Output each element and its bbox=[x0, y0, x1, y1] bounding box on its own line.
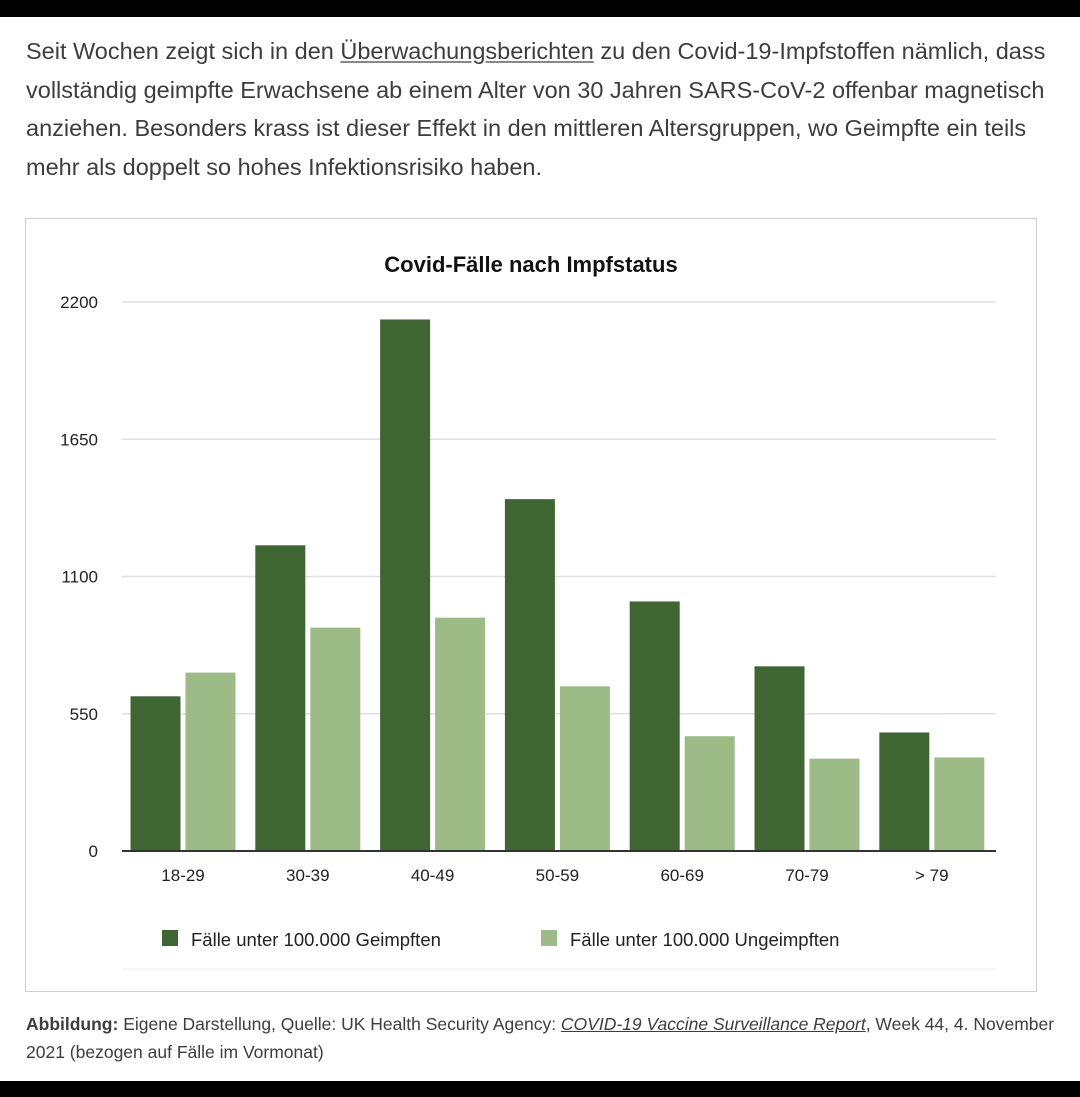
y-tick-label: 1650 bbox=[60, 430, 98, 449]
x-tick-label: 70-79 bbox=[785, 866, 828, 885]
bar-unvaccinated bbox=[559, 686, 610, 851]
x-tick-label: 60-69 bbox=[660, 866, 703, 885]
x-tick-label: 50-59 bbox=[536, 866, 579, 885]
x-tick-label: > 79 bbox=[915, 866, 949, 885]
legend-label-vaccinated: Fälle unter 100.000 Geimpften bbox=[191, 929, 441, 950]
chart-title: Covid-Fälle nach Impfstatus bbox=[384, 252, 677, 277]
bar-vaccinated bbox=[130, 696, 181, 851]
bar-unvaccinated bbox=[934, 757, 985, 851]
bar-vaccinated bbox=[255, 545, 306, 851]
chart-figure: Covid-Fälle nach Impfstatus 0 550 1100 1650 2… bbox=[25, 218, 1037, 992]
article-text-before: Seit Wochen zeigt sich in den bbox=[26, 38, 341, 64]
y-tick-label: 0 bbox=[89, 842, 98, 861]
y-tick-label: 1100 bbox=[61, 568, 98, 587]
figure-caption: Abbildung: Eigene Darstellung, Quelle: U… bbox=[26, 1010, 1056, 1066]
bar-vaccinated bbox=[629, 601, 680, 851]
caption-label: Abbildung: bbox=[26, 1014, 119, 1034]
y-tick-label: 550 bbox=[70, 705, 98, 724]
bar-unvaccinated bbox=[684, 736, 735, 851]
bar-vaccinated bbox=[380, 319, 431, 851]
top-black-bar bbox=[0, 0, 1080, 17]
legend-swatch-vaccinated bbox=[162, 930, 178, 946]
legend-label-unvaccinated: Fälle unter 100.000 Ungeimpften bbox=[570, 929, 839, 950]
caption-text-2: , Week 44, 4. November 2021 (bezogen auf… bbox=[26, 1014, 1055, 1062]
caption-text-1: Eigene Darstellung, Quelle: UK Health Se… bbox=[118, 1014, 561, 1034]
article-paragraph: Seit Wochen zeigt sich in den Überwachun… bbox=[26, 32, 1056, 186]
bar-vaccinated bbox=[504, 499, 555, 851]
bar-vaccinated bbox=[879, 732, 930, 851]
bar-chart: Covid-Fälle nach Impfstatus 0 550 1100 1650 2… bbox=[60, 252, 996, 970]
bar-unvaccinated bbox=[809, 758, 860, 851]
bottom-black-bar bbox=[0, 1081, 1080, 1097]
x-tick-label: 18-29 bbox=[161, 866, 204, 885]
bar-unvaccinated bbox=[185, 672, 236, 851]
bar-unvaccinated bbox=[435, 617, 486, 851]
x-tick-label: 30-39 bbox=[286, 866, 329, 885]
bar-unvaccinated bbox=[310, 627, 361, 851]
vaccine-report-link[interactable]: COVID-19 Vaccine Surveillance Report bbox=[560, 1014, 866, 1034]
surveillance-reports-link[interactable]: Überwachungsberichten bbox=[340, 38, 594, 64]
y-tick-label: 2200 bbox=[60, 293, 98, 312]
x-tick-label: 40-49 bbox=[411, 866, 454, 885]
legend-swatch-unvaccinated bbox=[541, 930, 557, 946]
bar-vaccinated bbox=[754, 666, 805, 851]
article-text-after: zu den Covid-19-Impfstoffen nämlich, das… bbox=[26, 38, 1046, 180]
